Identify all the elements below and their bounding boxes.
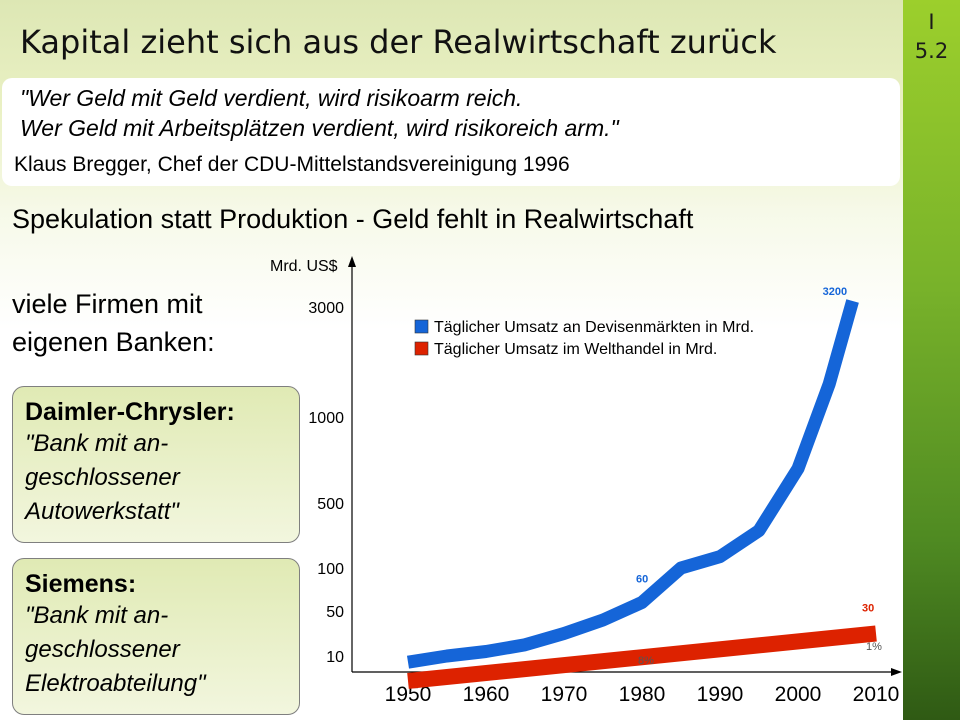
series-line-forex: [406, 299, 859, 669]
legend-label: Täglicher Umsatz an Devisenmärkten in Mr…: [434, 319, 754, 336]
card-siemens-line-3: Elektroabteilung": [25, 670, 206, 697]
chart-y-tick-label: 10: [326, 649, 344, 666]
firmen-line-2: eigenen Banken:: [12, 327, 215, 357]
chart-x-tick-label: 1990: [697, 683, 744, 706]
legend-swatch: [414, 341, 429, 356]
slide-number-page: 5.2: [914, 39, 949, 63]
chart-data-label: 5: [644, 651, 650, 663]
card-siemens-line-1: "Bank mit an-: [25, 602, 169, 629]
chart-x-tick-label: 1950: [385, 683, 432, 706]
legend-label: Täglicher Umsatz im Welthandel in Mrd.: [434, 341, 717, 358]
chart-x-axis-arrow: [891, 668, 902, 676]
firmen-text: viele Firmen mit eigenen Banken:: [12, 285, 292, 361]
card-daimler-line-2: geschlossener: [25, 464, 180, 491]
chart-y-tick-label: 100: [317, 561, 344, 578]
chart-y-tick-label: 50: [326, 604, 344, 621]
chart-percent-label: 1%: [866, 641, 882, 653]
card-siemens-line-2: geschlossener: [25, 636, 180, 663]
page-title: Kapital zieht sich aus der Realwirtschaf…: [20, 23, 777, 61]
card-siemens-title: Siemens:: [25, 570, 137, 598]
chart-data-label: 30: [862, 603, 874, 615]
chart-x-tick-label: 1970: [541, 683, 588, 706]
card-siemens: Siemens: "Bank mit an- geschlossener Ele…: [12, 558, 300, 715]
chart-y-tick-label: 1000: [308, 410, 344, 427]
chart-y-tick-label: 500: [317, 496, 344, 513]
chart-x-tick-label: 2000: [775, 683, 822, 706]
accent-sidebar: [903, 0, 960, 720]
card-daimler: Daimler-Chrysler: "Bank mit an- geschlos…: [12, 386, 300, 543]
series-line-world-trade: [407, 625, 877, 689]
chart-data-label: 3200: [823, 286, 847, 298]
quote-line-2: Wer Geld mit Arbeitsplätzen verdient, wi…: [20, 115, 619, 141]
chart-y-axis-label: Mrd. US$: [270, 258, 338, 275]
card-daimler-line-1: "Bank mit an-: [25, 430, 169, 457]
chart-y-tick-label: 3000: [308, 300, 344, 317]
slide-number: I 5.2: [903, 8, 960, 66]
card-daimler-line-3: Autowerkstatt": [25, 498, 179, 525]
chart-x-tick-label: 1980: [619, 683, 666, 706]
quote-line-1: "Wer Geld mit Geld verdient, wird risiko…: [20, 85, 523, 111]
chart-x-tick-label: 2010: [853, 683, 900, 706]
subtitle: Spekulation statt Produktion - Geld fehl…: [12, 204, 694, 234]
quote-author: Klaus Bregger, Chef der CDU-Mittelstands…: [14, 153, 570, 176]
chart-x-tick-label: 1960: [463, 683, 510, 706]
chart-data-label: 60: [636, 573, 648, 585]
chart-percent-label: 8%: [638, 655, 654, 667]
legend-swatch: [414, 319, 429, 334]
card-daimler-title: Daimler-Chrysler:: [25, 398, 235, 426]
chart-y-axis-arrow: [348, 256, 356, 267]
quote-box: "Wer Geld mit Geld verdient, wird risiko…: [2, 78, 900, 186]
firmen-line-1: viele Firmen mit: [12, 289, 203, 319]
slide-number-chapter: I: [928, 10, 935, 34]
